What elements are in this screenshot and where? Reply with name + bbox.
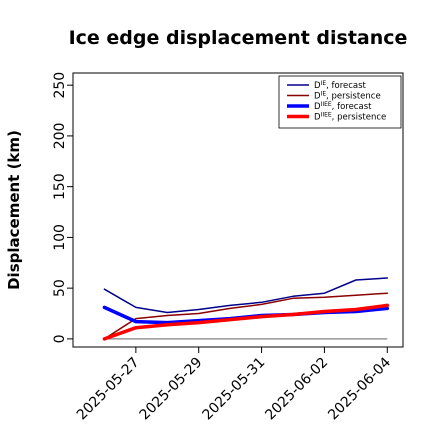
x-tick-label: 2025-05-27 (74, 355, 143, 424)
y-tick-label: 50 (52, 279, 68, 297)
legend-label: DIIEE, forecast (314, 101, 372, 112)
x-tick-label: 2025-06-04 (325, 354, 394, 423)
legend-label: DIIEE, persistence (314, 112, 386, 123)
chart-title: Ice edge displacement distance (69, 27, 408, 49)
legend-label: DIE, persistence (314, 91, 381, 102)
x-tick-label: 2025-05-29 (137, 355, 206, 424)
series-line-1 (103, 277, 389, 314)
y-axis-label: Displacement (km) (5, 130, 23, 290)
series-line-2 (103, 292, 389, 340)
x-tick-label: 2025-05-31 (200, 355, 269, 424)
y-tick-label: 200 (52, 123, 68, 150)
y-axis: 0 50 100 150 200 250 (52, 72, 73, 343)
y-tick-label: 0 (52, 334, 68, 343)
y-tick-label: 250 (52, 72, 68, 99)
y-tick-label: 100 (52, 224, 68, 251)
series-layer (102, 277, 390, 341)
plot-frame (72, 72, 404, 348)
legend-label: DIE, forecast (314, 80, 367, 91)
y-tick-label: 150 (52, 173, 68, 200)
x-axis: 2025-05-272025-05-292025-05-312025-06-02… (74, 347, 394, 423)
series-line-4 (102, 303, 390, 341)
x-tick-label: 2025-06-02 (262, 355, 331, 424)
